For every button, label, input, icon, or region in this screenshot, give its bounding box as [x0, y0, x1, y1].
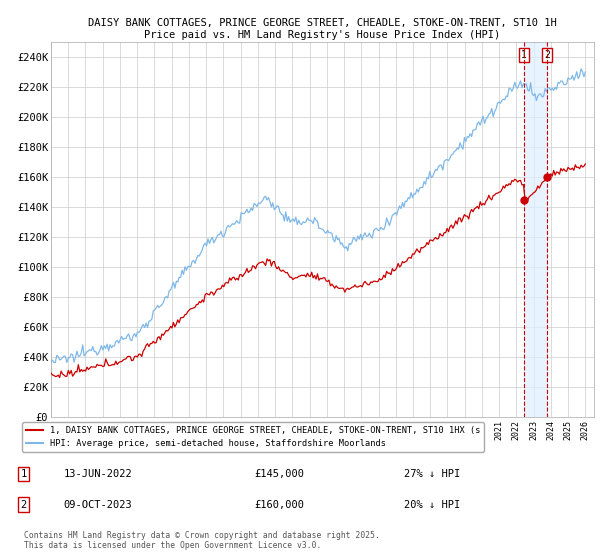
- Bar: [524, 42, 547, 417]
- Text: £160,000: £160,000: [254, 500, 304, 510]
- Text: 27% ↓ HPI: 27% ↓ HPI: [404, 469, 460, 479]
- Text: Contains HM Land Registry data © Crown copyright and database right 2025.
This d: Contains HM Land Registry data © Crown c…: [23, 531, 379, 550]
- Text: 1: 1: [20, 469, 26, 479]
- Text: 20% ↓ HPI: 20% ↓ HPI: [404, 500, 460, 510]
- Title: DAISY BANK COTTAGES, PRINCE GEORGE STREET, CHEADLE, STOKE-ON-TRENT, ST10 1H
Pric: DAISY BANK COTTAGES, PRINCE GEORGE STREE…: [88, 18, 557, 40]
- Text: 1: 1: [521, 50, 527, 60]
- Legend: 1, DAISY BANK COTTAGES, PRINCE GEORGE STREET, CHEADLE, STOKE-ON-TRENT, ST10 1HX : 1, DAISY BANK COTTAGES, PRINCE GEORGE ST…: [22, 422, 484, 452]
- Text: 2: 2: [20, 500, 26, 510]
- Text: 09-OCT-2023: 09-OCT-2023: [64, 500, 133, 510]
- Text: 13-JUN-2022: 13-JUN-2022: [64, 469, 133, 479]
- Text: £145,000: £145,000: [254, 469, 304, 479]
- Text: 2: 2: [544, 50, 550, 60]
